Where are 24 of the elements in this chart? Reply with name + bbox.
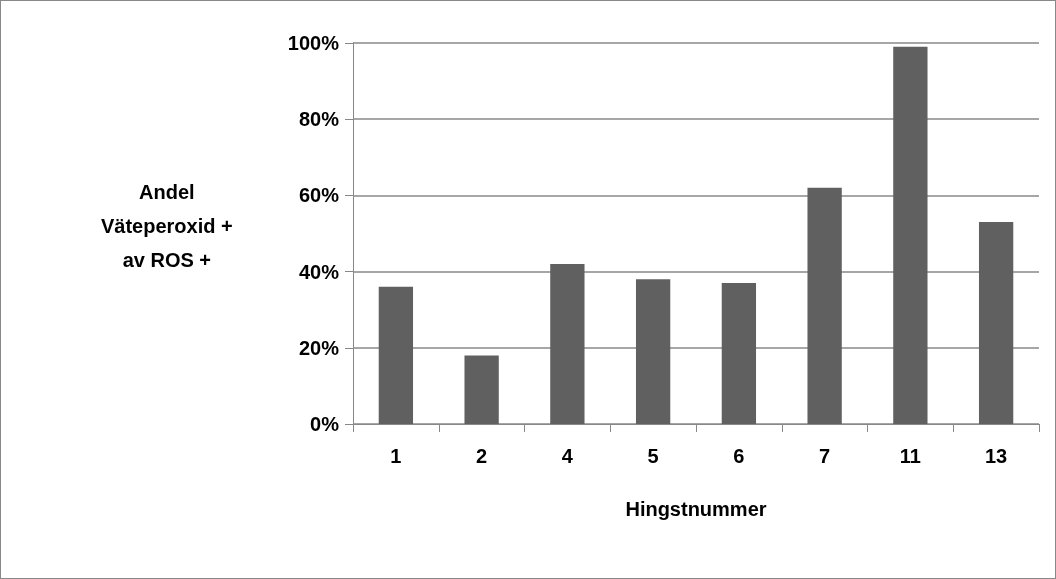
bar (807, 187, 842, 424)
x-tick-label: 5 (647, 445, 659, 467)
bar (464, 355, 499, 424)
x-axis-title: Hingstnummer (625, 498, 767, 520)
y-tick-label: 60% (298, 184, 340, 207)
x-tick-label: 6 (733, 445, 745, 467)
y-axis-title: Andel Väteperoxid + av ROS + (101, 181, 233, 271)
y-tick-label: 0% (310, 413, 340, 435)
bar (978, 222, 1014, 424)
y-tick-label: 40% (298, 260, 340, 283)
y-tick-label: 80% (298, 108, 340, 131)
x-tick-label: 1 (390, 445, 402, 467)
x-tick-label: 7 (819, 445, 831, 467)
x-tick-label: 13 (985, 445, 1008, 467)
bar (721, 283, 757, 424)
y-tick-label: 100% (287, 32, 340, 54)
bar (550, 263, 585, 424)
y-tick-label: 20% (298, 336, 340, 359)
bar (893, 46, 928, 424)
x-tick-label: 4 (561, 445, 574, 467)
x-tick-label: 2 (476, 445, 488, 467)
bar (378, 286, 414, 424)
bar (635, 279, 671, 424)
x-tick-label: 11 (899, 445, 921, 467)
